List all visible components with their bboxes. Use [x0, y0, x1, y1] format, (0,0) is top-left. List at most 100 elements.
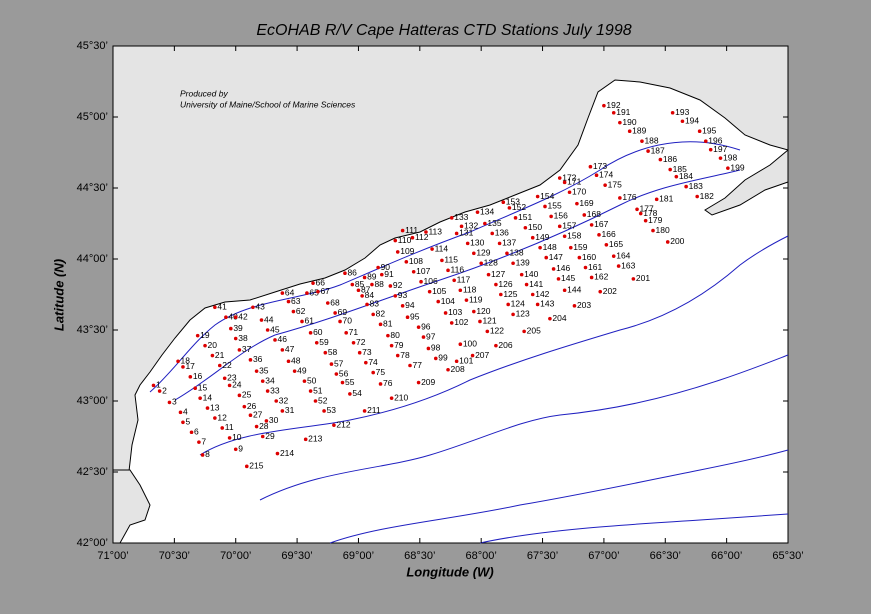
station-label: 97 — [426, 331, 436, 341]
station — [311, 281, 315, 285]
station-label: 118 — [463, 284, 477, 294]
station — [472, 251, 476, 256]
station-label: 12 — [217, 412, 227, 422]
station-label: 162 — [594, 272, 608, 282]
station-label: 201 — [636, 273, 650, 283]
station — [680, 119, 685, 124]
station-label: 189 — [632, 125, 646, 135]
station — [350, 282, 355, 287]
station-label: 79 — [394, 340, 404, 350]
station-label: 63 — [291, 296, 301, 306]
station-label: 139 — [516, 258, 530, 268]
station — [280, 291, 285, 295]
station-label: 179 — [648, 215, 662, 225]
station-label: 141 — [529, 279, 543, 289]
station — [511, 261, 515, 266]
station-label: 158 — [567, 231, 581, 241]
station-label: 15 — [198, 382, 208, 392]
station — [167, 400, 172, 405]
station-label: 49 — [297, 365, 307, 375]
station — [365, 302, 369, 307]
station-label: 146 — [556, 263, 570, 273]
station — [708, 147, 713, 152]
station-label: 208 — [451, 364, 465, 374]
station — [436, 299, 441, 304]
station-label: 156 — [554, 211, 568, 221]
title: EcOHAB R/V Cape Hatteras CTD Stations Ju… — [256, 22, 631, 39]
x-tick-label: 67°30’ — [527, 550, 558, 562]
station — [519, 272, 524, 277]
station-label: 23 — [227, 373, 237, 383]
station — [254, 424, 259, 429]
station — [618, 196, 622, 200]
station-label: 185 — [673, 164, 687, 174]
station-label: 199 — [730, 162, 744, 172]
station-label: 209 — [421, 377, 435, 387]
station — [233, 315, 238, 320]
station-label: 67 — [320, 286, 330, 296]
station — [348, 392, 352, 396]
station-label: 9 — [238, 444, 243, 454]
station-label: 214 — [280, 448, 294, 458]
station-label: 194 — [685, 116, 699, 126]
station — [316, 289, 320, 294]
station — [344, 331, 348, 335]
station — [292, 369, 297, 373]
station-label: 196 — [708, 135, 722, 145]
station — [265, 328, 270, 332]
station-label: 5 — [185, 417, 190, 427]
station — [362, 275, 367, 280]
station — [227, 383, 232, 388]
station — [478, 319, 482, 324]
station — [378, 322, 383, 327]
station-label: 54 — [352, 388, 362, 398]
station — [357, 350, 362, 355]
station — [548, 316, 552, 321]
station — [433, 356, 438, 361]
station-label: 132 — [464, 221, 478, 231]
station — [264, 419, 269, 423]
station — [530, 292, 535, 297]
station-label: 188 — [644, 135, 658, 145]
station — [583, 265, 588, 270]
station-label: 50 — [307, 375, 317, 385]
station — [464, 298, 469, 302]
y-tick-label: 45°00’ — [77, 111, 108, 123]
station-label: 140 — [524, 269, 538, 279]
station — [551, 267, 556, 271]
station-label: 127 — [491, 269, 505, 279]
station-label: 171 — [567, 177, 581, 187]
station-label: 41 — [217, 302, 227, 312]
station — [511, 312, 515, 317]
station — [213, 416, 217, 420]
station-label: 17 — [185, 361, 195, 371]
station-label: 167 — [594, 219, 608, 229]
station — [577, 255, 582, 260]
station — [260, 379, 265, 383]
station — [405, 315, 410, 320]
x-tick-label: 71°00’ — [97, 550, 128, 562]
contour — [149, 141, 741, 393]
x-tick-label: 69°00’ — [343, 550, 374, 562]
station-label: 89 — [367, 272, 377, 282]
station-label: 176 — [622, 192, 636, 202]
station-label: 36 — [253, 354, 263, 364]
station-label: 138 — [509, 248, 523, 258]
station-label: 149 — [535, 232, 549, 242]
station-label: 39 — [233, 323, 243, 333]
station — [507, 206, 512, 210]
station-label: 43 — [255, 302, 265, 312]
station-label: 66 — [316, 277, 326, 287]
station-label: 137 — [502, 238, 516, 248]
station — [703, 139, 708, 143]
station-label: 195 — [702, 125, 716, 135]
station — [303, 437, 308, 442]
station — [594, 173, 599, 178]
station — [604, 243, 609, 247]
station — [210, 353, 215, 358]
depth-contours — [149, 141, 789, 544]
station-label: 80 — [390, 330, 400, 340]
station-label: 11 — [225, 422, 234, 432]
station — [697, 129, 702, 133]
